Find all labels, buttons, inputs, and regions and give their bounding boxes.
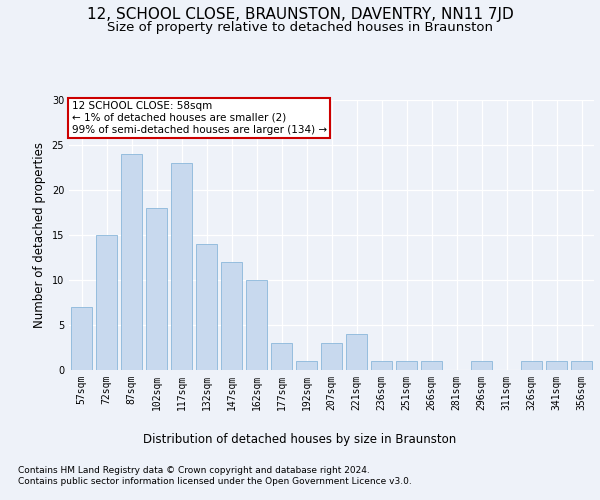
Bar bbox=[371, 361, 392, 370]
Bar bbox=[421, 361, 442, 370]
Y-axis label: Number of detached properties: Number of detached properties bbox=[33, 142, 46, 328]
Bar bbox=[71, 307, 92, 370]
Bar bbox=[96, 235, 117, 370]
Bar bbox=[396, 361, 417, 370]
Text: 12 SCHOOL CLOSE: 58sqm
← 1% of detached houses are smaller (2)
99% of semi-detac: 12 SCHOOL CLOSE: 58sqm ← 1% of detached … bbox=[71, 102, 327, 134]
Bar bbox=[521, 361, 542, 370]
Bar bbox=[546, 361, 567, 370]
Text: 12, SCHOOL CLOSE, BRAUNSTON, DAVENTRY, NN11 7JD: 12, SCHOOL CLOSE, BRAUNSTON, DAVENTRY, N… bbox=[86, 8, 514, 22]
Bar bbox=[171, 163, 192, 370]
Text: Distribution of detached houses by size in Braunston: Distribution of detached houses by size … bbox=[143, 432, 457, 446]
Bar bbox=[321, 343, 342, 370]
Text: Size of property relative to detached houses in Braunston: Size of property relative to detached ho… bbox=[107, 21, 493, 34]
Bar bbox=[346, 334, 367, 370]
Bar bbox=[571, 361, 592, 370]
Bar bbox=[121, 154, 142, 370]
Bar bbox=[471, 361, 492, 370]
Bar bbox=[246, 280, 267, 370]
Bar bbox=[221, 262, 242, 370]
Text: Contains HM Land Registry data © Crown copyright and database right 2024.: Contains HM Land Registry data © Crown c… bbox=[18, 466, 370, 475]
Bar bbox=[196, 244, 217, 370]
Bar bbox=[296, 361, 317, 370]
Bar bbox=[271, 343, 292, 370]
Bar bbox=[146, 208, 167, 370]
Text: Contains public sector information licensed under the Open Government Licence v3: Contains public sector information licen… bbox=[18, 478, 412, 486]
